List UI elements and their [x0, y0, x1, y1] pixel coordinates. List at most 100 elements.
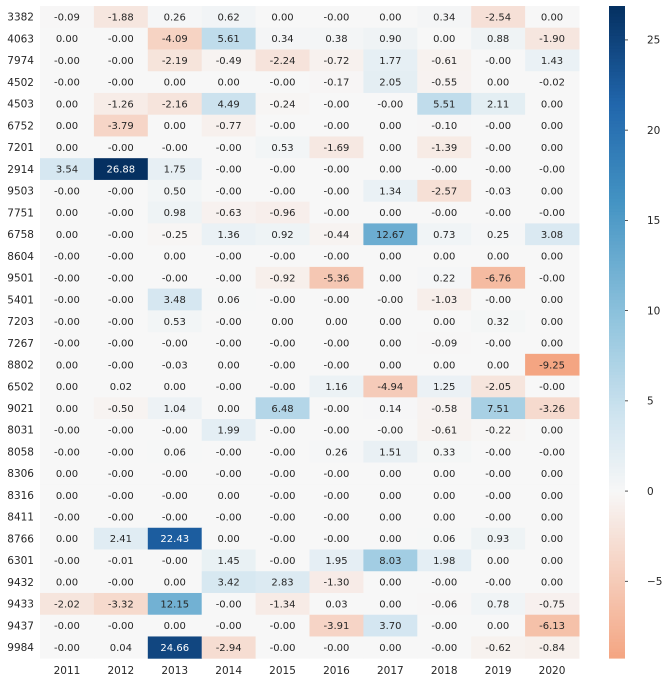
- heatmap-cell: [363, 506, 418, 529]
- cell-value-label: -0.00: [539, 273, 565, 284]
- colorbar-segment: [609, 569, 625, 574]
- cell-value-label: 0.00: [325, 317, 347, 328]
- heatmap-cell: [40, 571, 95, 594]
- heatmap-cell: [255, 397, 310, 420]
- cell-value-label: 5.61: [218, 34, 240, 45]
- heatmap-cell: [201, 419, 257, 442]
- colorbar-segment: [609, 32, 625, 36]
- cell-value-label: -0.02: [539, 78, 565, 89]
- heatmap-cell: [363, 592, 418, 616]
- heatmap-cell: [363, 27, 418, 50]
- colorbar-segment: [609, 257, 625, 261]
- colorbar-segment: [609, 178, 625, 183]
- row-tick-label: 9437: [7, 620, 34, 632]
- colorbar-segment: [609, 485, 625, 490]
- heatmap-cell: [471, 506, 526, 529]
- column-tick-label: 2011: [54, 665, 81, 677]
- colorbar-segment: [609, 61, 625, 66]
- cell-value-label: 0.00: [541, 556, 563, 567]
- colorbar-segment: [609, 25, 625, 30]
- heatmap-cell: [93, 27, 149, 50]
- cell-value-label: -0.00: [108, 426, 134, 437]
- cell-value-label: -2.16: [162, 99, 188, 110]
- heatmap-cell: [147, 614, 203, 637]
- row-tick-label: 4503: [7, 99, 34, 111]
- cell-value-label: 0.00: [56, 382, 78, 393]
- colorbar-segment: [609, 250, 625, 255]
- heatmap-cell: [309, 419, 364, 442]
- cell-value-label: 0.00: [541, 469, 563, 480]
- cell-value-label: 0.00: [271, 317, 293, 328]
- cell-value-label: -0.00: [54, 556, 80, 567]
- heatmap-cell: [201, 462, 257, 485]
- heatmap-cell: [201, 201, 257, 224]
- row-tick-label: 8802: [7, 360, 34, 372]
- heatmap-cell: [417, 158, 472, 181]
- heatmap-cell: [363, 614, 418, 637]
- heatmap-cell: [147, 114, 203, 137]
- colorbar-segment: [609, 175, 625, 180]
- heatmap-cell: [525, 310, 580, 333]
- heatmap-cell: [471, 158, 526, 181]
- heatmap-cell: [93, 310, 149, 333]
- cell-value-label: -6.13: [539, 621, 565, 632]
- cell-value-label: -0.09: [431, 339, 457, 350]
- heatmap-cell: [471, 571, 526, 594]
- cell-value-label: 0.00: [379, 252, 401, 263]
- column-tick-label: 2019: [485, 665, 512, 677]
- colorbar-segment: [609, 9, 625, 14]
- cell-value-label: 1.16: [325, 382, 347, 393]
- cell-value-label: 0.00: [433, 252, 455, 263]
- cell-value-label: -3.79: [108, 121, 134, 132]
- cell-value-label: 0.00: [433, 34, 455, 45]
- heatmap-cell: [201, 332, 257, 355]
- cell-value-label: -0.00: [54, 426, 80, 437]
- heatmap-cell: [471, 310, 526, 333]
- heatmap-cell: [93, 158, 149, 181]
- cell-value-label: -0.03: [162, 360, 188, 371]
- cell-value-label: 0.00: [433, 491, 455, 502]
- heatmap-cell: [147, 201, 203, 224]
- heatmap-cell: [525, 419, 580, 442]
- colorbar-segment: [609, 609, 625, 613]
- colorbar-segment: [609, 530, 625, 535]
- cell-value-label: -0.96: [270, 208, 296, 219]
- cell-value-label: -1.30: [324, 578, 350, 589]
- colorbar-segment: [609, 273, 625, 278]
- cell-value-label: 0.00: [487, 360, 509, 371]
- colorbar-segment: [609, 217, 625, 222]
- cell-value-label: 0.00: [379, 208, 401, 219]
- heatmap-cell: [147, 484, 203, 507]
- heatmap-cell: [309, 614, 364, 637]
- heatmap-cell: [201, 527, 257, 550]
- cell-value-label: -0.00: [108, 78, 134, 89]
- cell-value-label: -0.00: [485, 208, 511, 219]
- cell-value-label: -0.00: [54, 447, 80, 458]
- cell-value-label: 0.00: [271, 12, 293, 23]
- cell-value-label: -0.00: [270, 556, 296, 567]
- heatmap-cell: [309, 288, 364, 311]
- heatmap-cell: [363, 158, 418, 181]
- heatmap-cell: [93, 266, 149, 290]
- cell-value-label: -0.63: [216, 208, 242, 219]
- colorbar-segment: [609, 426, 625, 431]
- colorbar-segment: [609, 315, 625, 320]
- cell-value-label: -0.00: [485, 121, 511, 132]
- cell-value-label: -0.00: [324, 426, 350, 437]
- cell-value-label: -0.61: [431, 426, 457, 437]
- colorbar-segment: [609, 116, 625, 121]
- colorbar-segment: [609, 159, 625, 164]
- heatmap-cell: [40, 549, 95, 572]
- cell-value-label: 0.00: [56, 208, 78, 219]
- heatmap-cell: [309, 440, 364, 464]
- heatmap-cell: [40, 49, 95, 72]
- heatmap-cell: [201, 27, 257, 50]
- colorbar-segment: [609, 517, 625, 522]
- colorbar-segment: [609, 318, 625, 323]
- heatmap-cell: [93, 71, 149, 94]
- cell-value-label: -3.91: [324, 621, 350, 632]
- colorbar-segment: [609, 169, 625, 173]
- cell-value-label: 0.00: [218, 534, 240, 545]
- cell-value-label: -0.55: [431, 78, 457, 89]
